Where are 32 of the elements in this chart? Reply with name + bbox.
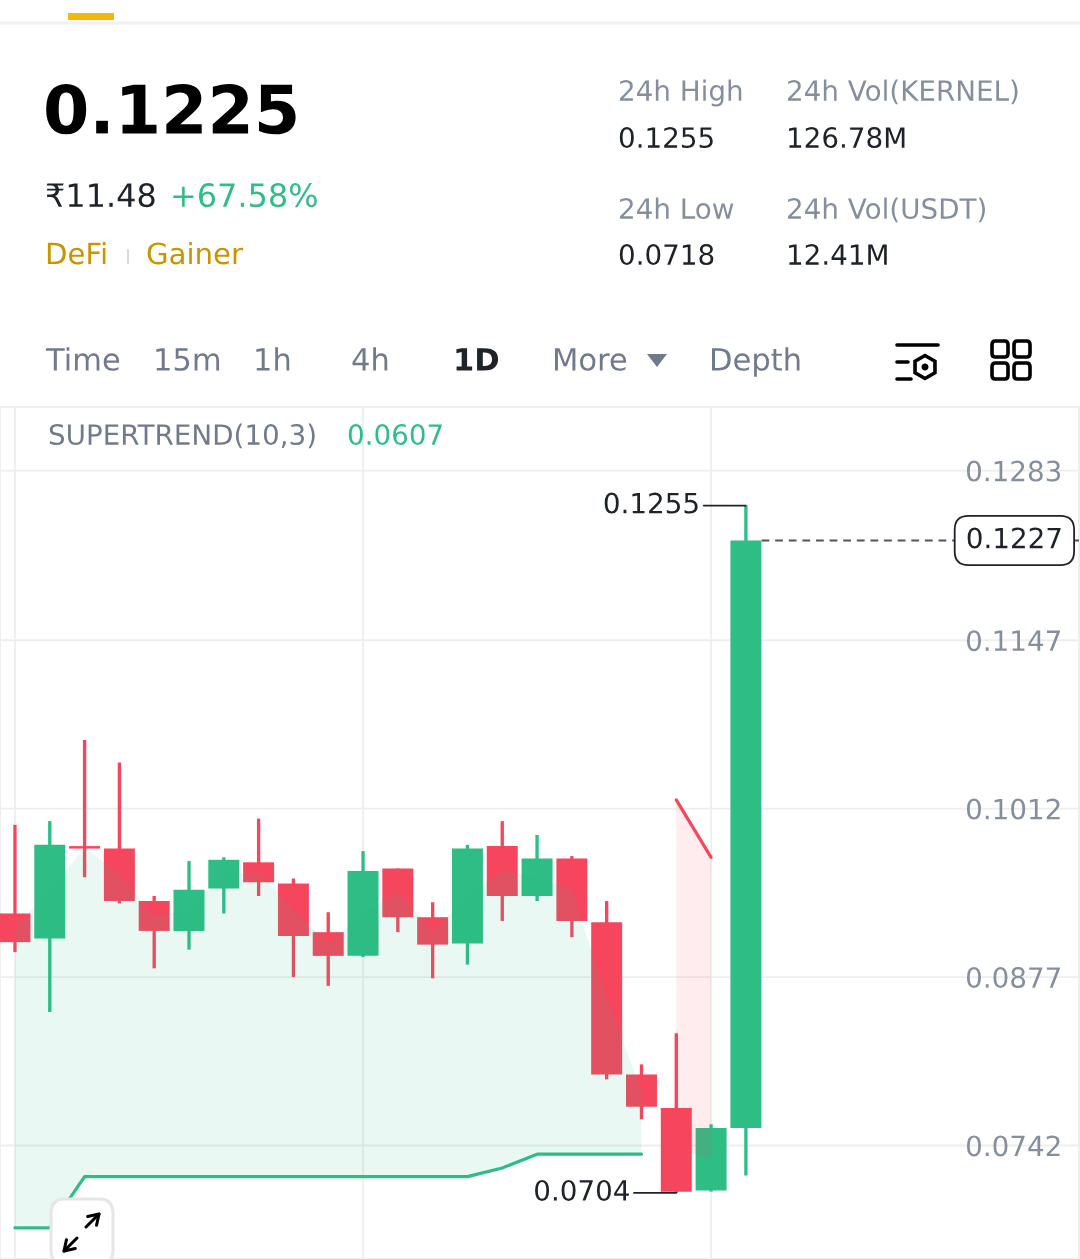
y-tick-label: 0.1283 [966,460,1061,482]
annotation: 0.1255 [604,492,698,514]
y-tick-label: 0.0877 [966,967,1060,989]
text: 1h [256,347,290,371]
chart-title: 0.1225 [46,83,296,135]
text: 24h Vol(USDT) [788,197,985,223]
text: 15m [156,348,220,371]
text: 0.0718 [619,244,714,266]
ref-line-label: 0.1227 [967,527,1061,549]
text: 1D [456,348,499,371]
text: Gainer [147,241,243,265]
annotation: 0.0704 [535,1179,629,1201]
annotation: 0.0607 [348,424,442,446]
text: 4h [352,347,388,371]
annotation: SUPERTREND(10,3) [49,423,315,449]
text: More [555,348,627,371]
text: Depth [712,347,800,377]
text: DeFi [47,241,106,265]
text: Time [45,347,120,371]
text: +67.58% [173,183,317,208]
y-tick-label: 0.0742 [966,1135,1060,1157]
y-tick-label: 0.1147 [966,630,1060,652]
text: 24h Vol(KERNEL) [788,79,1018,105]
text: 126.78M [789,127,905,149]
line-series [13,1152,644,1230]
text: ₹11.48 [46,183,155,208]
y-tick-label: 0.1012 [966,798,1060,820]
text: 12.41M [789,244,887,265]
text: 24h High [620,79,742,107]
candlestick [69,740,101,878]
text: 24h Low [620,197,734,220]
text: 0.1255 [619,127,713,149]
